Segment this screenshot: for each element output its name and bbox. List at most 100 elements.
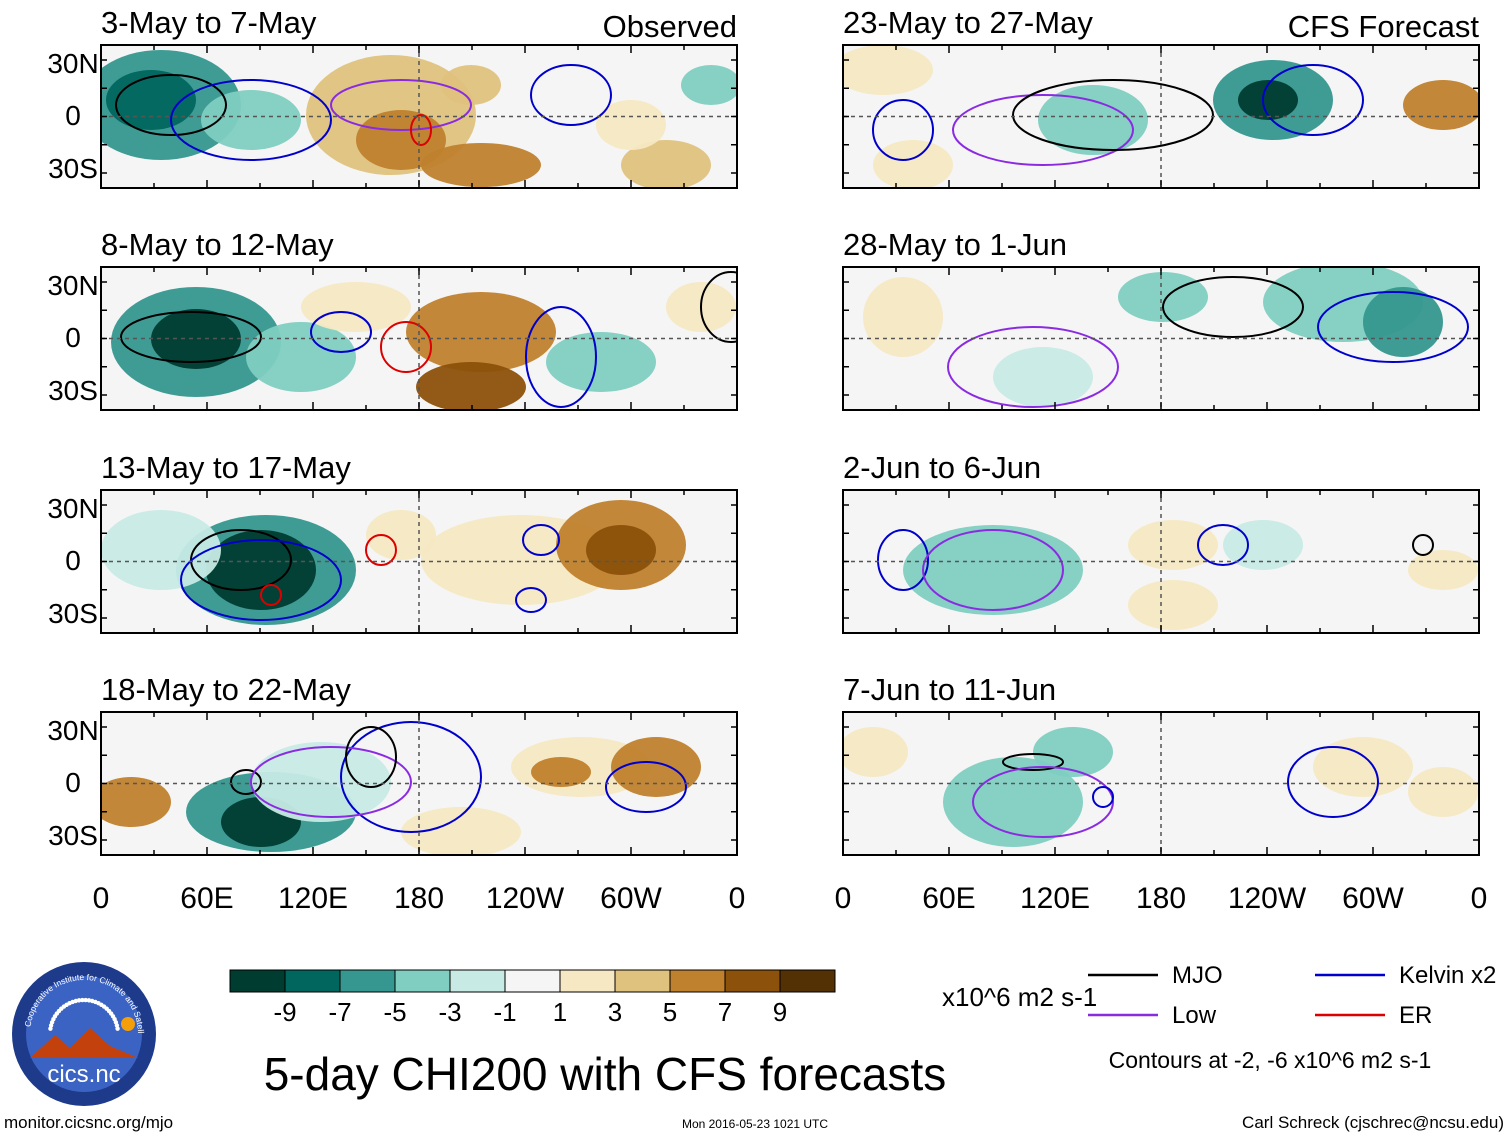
colorbar-swatch: [229, 969, 286, 993]
anomaly-region: [611, 737, 701, 797]
lat-tick-label: 30N: [47, 48, 98, 79]
colorbar-level-label: -3: [438, 997, 461, 1027]
wave-contour: [1002, 753, 1064, 771]
footer-url[interactable]: monitor.cicsnc.org/mjo: [4, 1113, 173, 1132]
forecast-header: CFS Forecast: [1288, 9, 1480, 44]
anomaly-region: [251, 742, 391, 822]
colorbar-swatch: [559, 969, 616, 993]
anomaly-region: [101, 510, 221, 590]
colorbar-swatch: [449, 969, 506, 993]
anomaly-region: [531, 757, 591, 787]
lat-tick-label: 30N: [47, 270, 98, 301]
panel-period-label: 23-May to 27-May: [843, 5, 1093, 40]
wave-contour: [250, 746, 412, 818]
wave-contour: [330, 79, 472, 131]
anomaly-region: [1238, 80, 1298, 120]
wave-contour: [947, 326, 1119, 408]
wave-contour: [410, 114, 432, 146]
wave-contour: [1162, 276, 1304, 338]
figure-title: 5-day CHI200 with CFS forecasts: [264, 1048, 947, 1100]
anomaly-region: [246, 322, 356, 392]
wave-contour: [1012, 79, 1214, 151]
lon-tick-label: 60E: [180, 882, 233, 915]
anomaly-region: [993, 347, 1093, 407]
map-panel: 23-May to 27-May: [842, 5, 1480, 189]
wave-contour: [872, 99, 934, 161]
anomaly-region: [546, 332, 656, 392]
lon-tick-label: 180: [394, 882, 444, 915]
wave-contour: [700, 271, 737, 343]
lat-tick-label: 30N: [47, 493, 98, 524]
lat-tick-label: 0: [65, 322, 81, 353]
wave-contour: [1197, 524, 1249, 566]
anomaly-region: [943, 757, 1083, 847]
anomaly-region: [903, 525, 1083, 615]
anomaly-region: [681, 65, 737, 105]
anomaly-region: [1128, 580, 1218, 630]
lon-tick-label: 0: [1471, 882, 1488, 915]
colorbar-swatch: [669, 969, 726, 993]
wave-contour: [1412, 534, 1434, 556]
anomaly-region: [586, 525, 656, 575]
panel-period-label: 8-May to 12-May: [101, 227, 334, 262]
wave-contour: [605, 761, 687, 813]
colorbar-swatch: [394, 969, 451, 993]
lon-tick-label: 120W: [1228, 882, 1307, 915]
panel-period-label: 18-May to 22-May: [101, 672, 351, 707]
colorbar-level-label: 1: [553, 997, 567, 1027]
colorbar-level-label: 5: [663, 997, 677, 1027]
colorbar-level-label: -5: [383, 997, 406, 1027]
map-panel: 7-Jun to 11-Jun: [842, 672, 1480, 856]
lon-tick-label: 120W: [486, 882, 565, 915]
wave-contour: [525, 306, 597, 408]
wave-contour: [310, 311, 372, 353]
anomaly-region: [441, 65, 501, 105]
colorbar-level-label: -1: [493, 997, 516, 1027]
anomaly-region: [843, 727, 908, 777]
anomaly-region: [421, 143, 541, 187]
wave-contour: [260, 584, 282, 606]
legend-label: Kelvin x2: [1399, 962, 1496, 989]
anomaly-region: [1403, 80, 1479, 130]
panel-period-label: 13-May to 17-May: [101, 450, 351, 485]
anomaly-region: [621, 140, 711, 188]
lat-tick-label: 0: [65, 545, 81, 576]
anomaly-region: [1313, 737, 1413, 797]
anomaly-region: [301, 282, 411, 332]
lon-tick-label: 0: [93, 882, 110, 915]
anomaly-region: [101, 777, 171, 827]
wave-contour: [972, 766, 1114, 838]
anomaly-region: [1408, 550, 1478, 590]
map-panel: 2-Jun to 6-Jun: [842, 450, 1480, 634]
panel-period-label: 7-Jun to 11-Jun: [843, 672, 1056, 707]
wave-contour: [1317, 291, 1469, 363]
colorbar-swatch: [504, 969, 561, 993]
contour-note: Contours at -2, -6 x10^6 m2 s-1: [1109, 1047, 1432, 1073]
colorbar-level-label: -9: [273, 997, 296, 1027]
logo-dot: [80, 997, 85, 1003]
wave-contour: [380, 321, 432, 373]
wave-contour: [877, 529, 929, 591]
wave-contour: [180, 539, 342, 621]
lon-tick-label: 0: [729, 882, 746, 915]
anomaly-region: [873, 140, 953, 188]
logo-dot: [115, 1026, 120, 1031]
lat-tick-label: 30S: [48, 820, 98, 851]
lat-tick-label: 0: [65, 100, 81, 131]
lat-tick-label: 0: [65, 767, 81, 798]
colorbar-level-label: 3: [608, 997, 622, 1027]
lon-tick-label: 60W: [600, 882, 662, 915]
anomaly-region: [401, 807, 521, 855]
anomaly-region: [596, 100, 666, 150]
wave-contour: [952, 94, 1134, 166]
lon-tick-label: 60W: [1342, 882, 1404, 915]
colorbar-level-label: 7: [718, 997, 732, 1027]
logo-name: cics.nc: [47, 1061, 120, 1088]
anomaly-region: [356, 110, 446, 170]
lat-tick-label: 30S: [48, 598, 98, 629]
lon-tick-label: 120E: [1020, 882, 1090, 915]
